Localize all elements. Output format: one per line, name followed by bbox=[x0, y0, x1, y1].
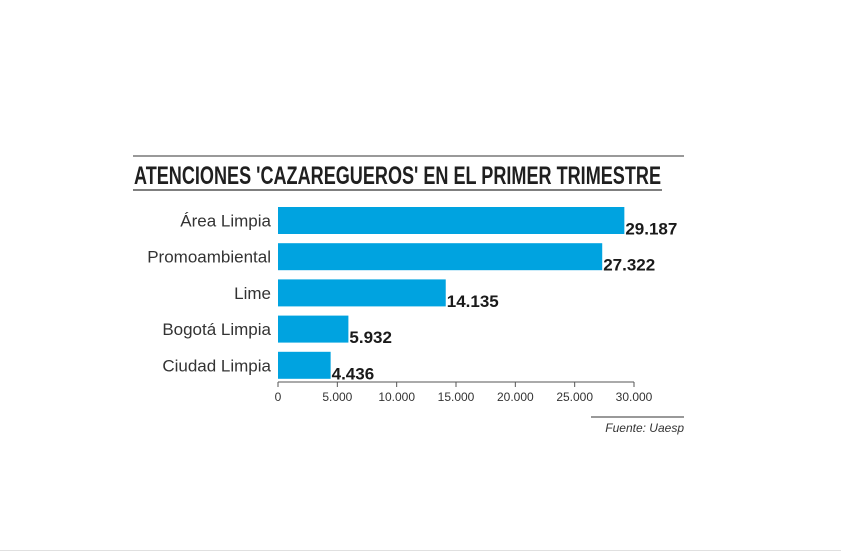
tick-label-5: 25.000 bbox=[556, 390, 593, 404]
x-axis-ticks: 0 5.000 10.000 15.000 20.000 25.000 30.000 bbox=[275, 382, 653, 404]
value-label-4: 4.436 bbox=[332, 364, 375, 383]
tick-label-4: 20.000 bbox=[497, 390, 534, 404]
value-label-3: 5.932 bbox=[349, 328, 392, 347]
bar-1 bbox=[278, 243, 603, 271]
bar-0 bbox=[278, 207, 625, 234]
tick-label-6: 30.000 bbox=[616, 390, 653, 404]
category-label-4: Ciudad Limpia bbox=[162, 356, 271, 375]
bar-3 bbox=[278, 315, 349, 343]
category-label-3: Bogotá Limpia bbox=[162, 320, 271, 339]
value-label-2: 14.135 bbox=[447, 292, 499, 311]
bottom-divider bbox=[0, 550, 841, 551]
tick-label-3: 15.000 bbox=[438, 390, 475, 404]
value-label-1: 27.322 bbox=[603, 256, 655, 275]
tick-label-2: 10.000 bbox=[378, 390, 415, 404]
bar-2 bbox=[278, 279, 446, 307]
chart-title: ATENCIONES 'CAZAREGUEROS' EN EL PRIMER T… bbox=[134, 162, 661, 190]
bars-group: Área Limpia 29.187 Promoambiental 27.322 Lim… bbox=[147, 207, 677, 383]
category-label-1: Promoambiental bbox=[147, 248, 271, 267]
source-label: Fuente: Uaesp bbox=[605, 421, 684, 435]
category-label-2: Lime bbox=[234, 284, 271, 303]
value-label-0: 29.187 bbox=[625, 220, 677, 239]
tick-label-1: 5.000 bbox=[322, 390, 352, 404]
category-label-0: Área Limpia bbox=[180, 212, 271, 231]
bar-4 bbox=[278, 351, 331, 379]
tick-label-0: 0 bbox=[275, 390, 282, 404]
